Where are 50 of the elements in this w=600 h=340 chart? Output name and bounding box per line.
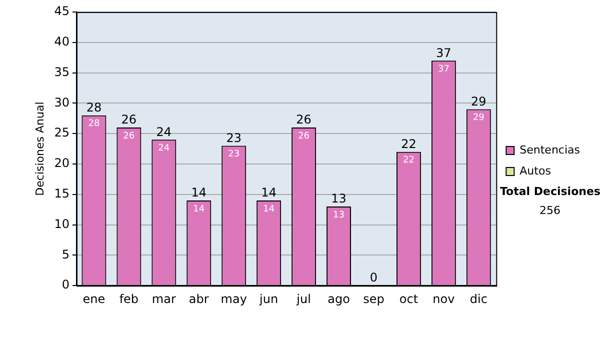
x-tick-label: ene — [82, 292, 106, 306]
x-tick-label: jul — [296, 292, 311, 306]
total-label: 26 — [121, 112, 137, 127]
data-label: 28 — [88, 119, 100, 130]
total-label: 14 — [191, 186, 207, 200]
text: Total Decisiones — [500, 185, 600, 198]
y-axis-title: Decisiones Anual — [33, 102, 46, 196]
data-label: 26 — [298, 131, 310, 142]
x-tick-label: ago — [328, 292, 350, 306]
legend-label: Sentencias — [520, 143, 580, 156]
y-tick-label: 35 — [54, 64, 70, 79]
total-label: 0 — [370, 270, 378, 285]
x-tick-label: dic — [470, 292, 488, 306]
x-tick-label: nov — [432, 292, 455, 306]
total-label: 26 — [296, 112, 312, 127]
y-tick-label: 0 — [62, 278, 70, 292]
x-tick-label: feb — [119, 292, 139, 306]
total-label: 28 — [86, 100, 102, 114]
data-label: 37 — [438, 64, 450, 74]
data-label: 22 — [402, 156, 414, 166]
data-label: 23 — [228, 150, 240, 160]
text: 256 — [538, 204, 562, 217]
data-label: 29 — [472, 113, 485, 124]
y-tick-label: 30 — [54, 95, 70, 110]
data-label: 14 — [193, 204, 205, 214]
x-tick-label: sep — [363, 292, 384, 306]
data-label: 24 — [158, 144, 170, 154]
legend-label: Autos — [520, 164, 552, 178]
total-label: 37 — [436, 46, 452, 60]
total-label: 23 — [226, 130, 242, 145]
y-tick-label: 25 — [54, 126, 70, 140]
total-label: 29 — [471, 94, 486, 108]
data-label: 13 — [333, 210, 344, 220]
total-label: 13 — [331, 192, 346, 206]
x-tick-label: jun — [258, 292, 278, 306]
total-label: 14 — [261, 186, 276, 200]
data-label: 14 — [263, 204, 275, 214]
x-tick-label: may — [220, 292, 247, 306]
y-tick-label: 15 — [54, 186, 70, 201]
data-label: 26 — [123, 131, 135, 142]
y-tick-label: 45 — [54, 4, 70, 18]
total-label: 24 — [156, 124, 172, 139]
y-tick-label: 40 — [54, 34, 70, 49]
x-tick-label: mar — [152, 292, 176, 306]
y-tick-label: 10 — [54, 216, 70, 231]
y-tick-label: 20 — [54, 156, 70, 170]
total-label: 22 — [401, 136, 416, 151]
x-tick-label: abr — [188, 292, 209, 306]
y-tick-label: 5 — [62, 247, 70, 262]
x-tick-label: oct — [399, 292, 418, 306]
